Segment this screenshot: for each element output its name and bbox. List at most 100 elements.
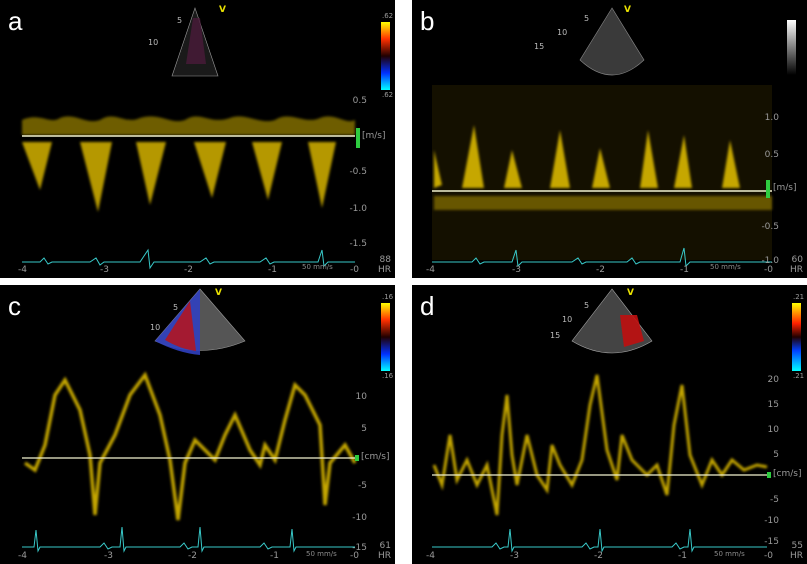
y-tick: -0.5 (761, 222, 779, 232)
depth-mark: 15 (534, 42, 545, 51)
y-tick: -1.0 (349, 204, 367, 214)
color-box (186, 18, 206, 64)
colorbar-bottom-label: .16 (382, 372, 394, 380)
velocity-unit: [m/s] (773, 183, 797, 193)
heart-rate-value: 55 (791, 541, 803, 551)
colorbar (787, 20, 796, 75)
x-tick: -4 (426, 265, 435, 275)
y-tick: 10 (355, 392, 367, 402)
ecg-trace (22, 248, 355, 270)
colorbar (381, 22, 390, 90)
heart-rate-label: HR (377, 551, 391, 561)
doppler-spectrum (22, 116, 355, 212)
probe-label: V (624, 5, 631, 15)
depth-mark: 5 (584, 301, 590, 310)
heart-rate: 60 HR (790, 255, 803, 275)
baseline-marker (356, 128, 360, 148)
heart-rate-label: HR (789, 265, 803, 275)
y-tick: -5 (770, 495, 779, 505)
heart-rate: 88 HR (378, 255, 391, 275)
ecg-trace (432, 528, 767, 553)
x-tick: -4 (18, 265, 27, 275)
panel-label: a (8, 6, 23, 36)
sector-image (579, 7, 645, 76)
velocity-unit: [cm/s] (773, 469, 802, 479)
x-tick: -3 (100, 265, 109, 275)
y-tick: -15 (764, 537, 779, 547)
ecg-trace (432, 247, 772, 268)
probe-label: V (627, 288, 634, 298)
y-tick: -1.5 (349, 239, 367, 249)
x-tick: -3 (512, 265, 521, 275)
y-tick: -5 (358, 481, 367, 491)
heart-rate-value: 60 (791, 255, 803, 265)
y-tick: 10 (767, 425, 779, 435)
doppler-spectrum (432, 374, 768, 516)
probe-label: V (215, 288, 222, 298)
panel-a: a V 5 10 .62 .62 0.5 -0.5 -1.0 -1.5 [m/s… (0, 0, 395, 278)
colorbar (792, 303, 801, 371)
x-tick: -1 (270, 551, 279, 561)
depth-mark: 5 (584, 14, 590, 23)
baseline-marker (766, 180, 770, 198)
y-tick: -10 (352, 513, 367, 523)
y-tick: -10 (764, 516, 779, 526)
colorbar-bottom-label: .62 (382, 91, 394, 99)
x-tick: -2 (188, 551, 197, 561)
sweep-speed: 50 mm/s (306, 550, 337, 558)
x-tick: -0 (764, 265, 773, 275)
x-tick: -3 (510, 551, 519, 561)
y-tick: 5 (773, 450, 779, 460)
colorbar-top-label: .21 (793, 293, 805, 301)
x-tick: -4 (18, 551, 27, 561)
x-tick: -4 (426, 551, 435, 561)
color-flow-region (620, 315, 644, 347)
x-tick: -0 (350, 265, 359, 275)
depth-mark: 10 (148, 38, 159, 47)
colorbar-top-label: .62 (382, 12, 394, 20)
colorbar (381, 303, 390, 371)
y-tick: 1.0 (764, 113, 779, 123)
panel-label: b (420, 6, 435, 36)
panel-b: b V 5 10 15 1.0 0.5 -0.5 -1.0 [m/s] -4 -… (412, 0, 807, 278)
heart-rate-value: 61 (379, 541, 391, 551)
y-tick: 20 (767, 375, 779, 385)
x-tick: -2 (594, 551, 603, 561)
depth-mark: 10 (557, 28, 568, 37)
panel-b-graphic (432, 7, 796, 268)
x-tick: -2 (184, 265, 193, 275)
y-tick: 15 (767, 400, 779, 410)
panel-a-graphic (22, 7, 390, 270)
depth-mark: 15 (550, 331, 561, 340)
x-tick: -0 (350, 551, 359, 561)
panel-d-graphic (432, 288, 801, 553)
sweep-speed: 50 mm/s (714, 550, 745, 558)
depth-mark: 5 (177, 16, 183, 25)
baseline-marker (767, 472, 771, 478)
x-tick: -1 (268, 265, 277, 275)
sweep-speed: 50 mm/s (302, 263, 333, 271)
y-tick: -15 (352, 543, 367, 553)
x-tick: -1 (678, 551, 687, 561)
sweep-speed: 50 mm/s (710, 263, 741, 271)
doppler-spectrum (23, 371, 357, 521)
color-flow-red (165, 301, 196, 351)
panel-label: c (8, 291, 21, 321)
y-tick: 0.5 (764, 150, 779, 160)
heart-rate: 61 HR (378, 541, 391, 561)
x-tick: -2 (596, 265, 605, 275)
y-tick: 0.5 (352, 96, 367, 106)
panel-label: d (420, 291, 435, 321)
x-tick: -1 (680, 265, 689, 275)
y-tick: -1.0 (761, 256, 779, 266)
heart-rate: 55 HR (790, 541, 803, 561)
colorbar-top-label: .16 (382, 293, 394, 301)
panel-c: c V 5 10 .16 .16 10 5 -5 -10 -15 [cm/s] … (0, 285, 395, 564)
y-tick: -0.5 (349, 167, 367, 177)
depth-mark: 10 (562, 315, 573, 324)
velocity-unit: [m/s] (362, 131, 386, 141)
x-tick: -0 (764, 551, 773, 561)
heart-rate-label: HR (377, 265, 391, 275)
heart-rate-label: HR (789, 551, 803, 561)
depth-mark: 5 (173, 303, 179, 312)
